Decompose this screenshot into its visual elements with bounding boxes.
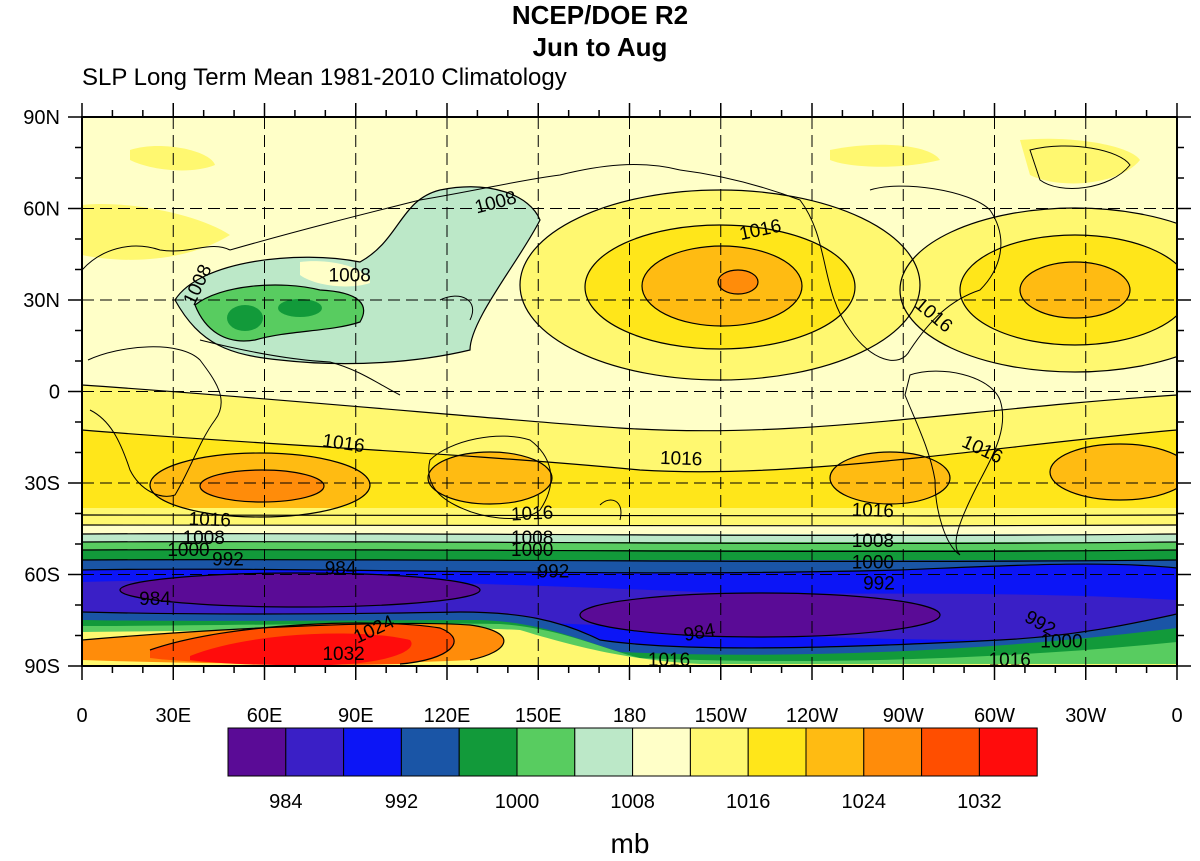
colorbar-box (863, 727, 923, 777)
contour-label: 984 (139, 589, 171, 610)
colorbar-label: 992 (385, 791, 418, 813)
lon-label: 0 (1171, 705, 1182, 727)
contour-label: 1016 (851, 500, 894, 522)
colorbar-label: 1000 (495, 791, 540, 813)
lon-label: 60E (247, 705, 283, 727)
lat-label: 60N (23, 199, 60, 221)
lon-label: 180 (613, 705, 646, 727)
contour-label: 992 (538, 561, 570, 582)
colorbar-label: 1008 (610, 791, 655, 813)
contour-label: 1000 (511, 540, 553, 561)
lat-label: 90S (24, 656, 60, 678)
contour-label: 1000 (852, 552, 894, 573)
contour-label: 992 (863, 574, 895, 595)
colorbar-label: 984 (269, 791, 302, 813)
longitude-labels: 0 30E 60E 90E 120E 150E 180 150W 120W 90W 60W 30W 0 (76, 705, 1182, 727)
lon-label: 150E (515, 705, 562, 727)
contour-label: 1008 (183, 528, 225, 549)
contour-label: 1008 (511, 528, 553, 549)
colorbar-box (978, 727, 1038, 777)
colorbar-label: 1032 (957, 791, 1002, 813)
isobars (82, 186, 1177, 665)
colorbar-box (285, 727, 345, 777)
lon-label: 120W (786, 705, 838, 727)
lat-label: 0 (49, 382, 60, 404)
lon-label: 30E (155, 705, 191, 727)
colorbar-box (805, 727, 865, 777)
contour-label: 1032 (322, 644, 364, 665)
colorbar-label: 1016 (726, 791, 771, 813)
contour-label: 1016 (989, 650, 1031, 671)
lon-label: 120E (424, 705, 471, 727)
colorbar-label: 1024 (842, 791, 887, 813)
lon-label: 0 (76, 705, 87, 727)
contour-label: 1016 (511, 502, 554, 525)
contour-label: 1000 (167, 540, 209, 561)
contour-label: 1016 (188, 509, 231, 531)
colorbar-box (343, 727, 402, 777)
contour-label: 992 (212, 549, 244, 570)
latitude-labels: 90N 60N 30N 0 30S 60S 90S (23, 107, 60, 678)
map-title: NCEP/DOE R2 (511, 0, 689, 30)
colorbar-box (400, 727, 460, 777)
lon-label: 150W (695, 705, 747, 727)
colorbar-box (747, 727, 807, 777)
axis-ticks (68, 103, 1191, 680)
colorbar-units: mb (610, 828, 650, 859)
contour-label: 984 (325, 558, 357, 579)
contour-label: 1008 (852, 531, 894, 552)
season-title: Jun to Aug (532, 32, 668, 62)
lat-label: 90N (23, 107, 60, 129)
colorbar-box (689, 727, 749, 777)
lon-label: 90E (338, 705, 374, 727)
lat-label: 60S (24, 565, 60, 587)
coastlines (82, 145, 1131, 556)
lat-label: 30N (23, 290, 60, 312)
colorbar-box (227, 727, 287, 777)
lat-label: 30S (24, 473, 60, 495)
contour-label: 1000 (1040, 632, 1082, 653)
lon-label: 90W (883, 705, 924, 727)
map-subtitle: SLP Long Term Mean 1981-2010 Climatology (82, 64, 567, 91)
lon-label: 60W (974, 705, 1015, 727)
colorbar-box (458, 727, 518, 777)
contour-label: 1008 (329, 266, 371, 287)
map-grid (82, 117, 1177, 666)
colorbar: 984 992 1000 1008 1016 1024 1032 (227, 727, 1038, 813)
lon-label: 30W (1065, 705, 1106, 727)
colorbar-box (632, 727, 691, 777)
colorbar-box (516, 727, 576, 777)
contour-label: 1016 (648, 650, 690, 671)
colorbar-box (921, 727, 980, 777)
contour-label: 1016 (660, 448, 703, 470)
colorbar-box (574, 727, 634, 777)
